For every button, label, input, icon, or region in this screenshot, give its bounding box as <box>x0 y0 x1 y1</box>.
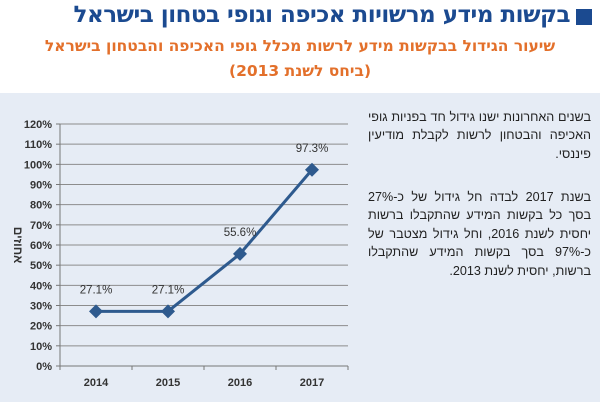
series-line <box>96 168 314 313</box>
content-panel: 0% 10% 20% 30% 40% 50% 60% 70% 80% 90% 100% 110% 120… <box>0 93 600 402</box>
data-point-marker <box>233 246 247 261</box>
y-tick-label: 10% <box>30 341 52 353</box>
x-tick-label: 2017 <box>300 377 324 389</box>
y-tick-label: 30% <box>30 301 52 313</box>
data-label: 27.1% <box>80 284 113 296</box>
y-tick-label: 40% <box>30 280 52 292</box>
data-point-marker <box>89 304 103 319</box>
paragraph-intro: בשנים האחרונות ישנו גידול חד בפניות גופי… <box>368 110 591 161</box>
x-tick-label: 2015 <box>156 377 180 389</box>
line-chart: 0% 10% 20% 30% 40% 50% 60% 70% 80% 90% 100% 110% 120… <box>11 119 349 389</box>
y-tick-label: 120% <box>24 119 52 131</box>
y-tick-label: 20% <box>30 321 52 333</box>
page-title: בקשות מידע מרשויות אכיפה וגופי בטחון ביש… <box>73 2 571 28</box>
data-label: 27.1% <box>152 284 185 296</box>
y-tick-label: 100% <box>24 159 52 171</box>
y-tick-label: 0% <box>36 361 52 373</box>
data-label: 97.3% <box>296 143 329 155</box>
y-tick-label: 50% <box>30 260 52 272</box>
y-axis-label: אחוזים <box>11 227 25 264</box>
y-tick-label: 70% <box>30 220 52 232</box>
x-tick-label: 2014 <box>84 377 109 389</box>
data-point-marker <box>305 162 319 177</box>
title-bullet-icon <box>576 9 592 25</box>
data-label: 55.6% <box>224 227 257 239</box>
y-tick-label: 60% <box>30 240 52 252</box>
data-point-marker <box>161 304 175 319</box>
y-tick-label: 110% <box>24 139 52 151</box>
chart-subtitle: שיעור הגידול בבקשות מידע לרשות מכלל גופי… <box>44 37 556 55</box>
y-tick-label: 80% <box>30 200 52 212</box>
x-tick-label: 2016 <box>228 377 252 389</box>
y-tick-label: 90% <box>30 180 52 192</box>
chart-subtitle-note: (ביחס לשנת 2013) <box>228 62 372 80</box>
paragraph-details: בשנת 2017 לבדה חל גידול של כ-27% בסך כל … <box>368 190 591 278</box>
